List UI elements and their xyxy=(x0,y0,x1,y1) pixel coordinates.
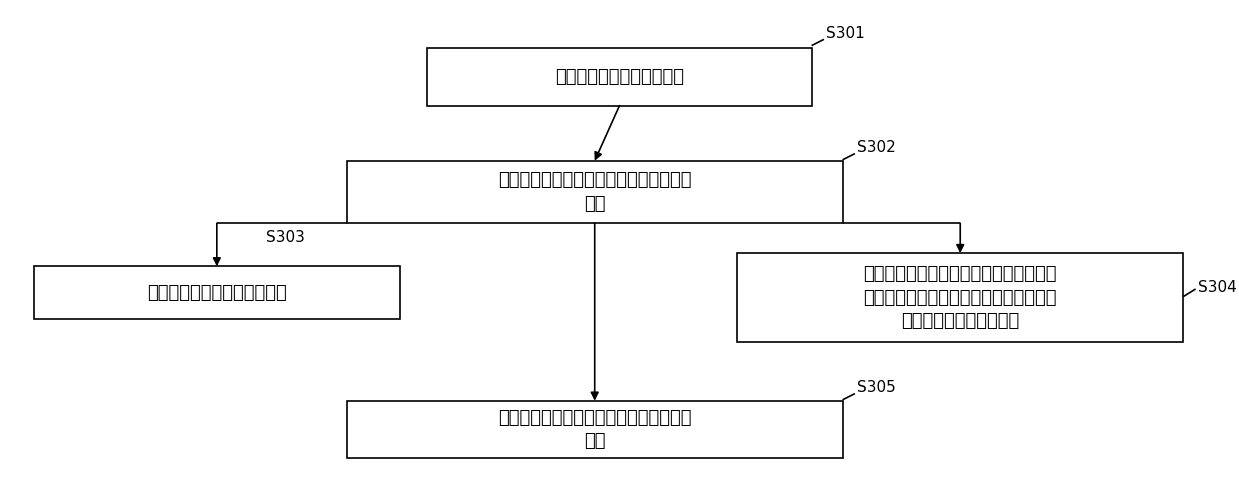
Bar xyxy=(737,253,1183,342)
Text: S301: S301 xyxy=(826,26,865,41)
Bar xyxy=(347,401,843,458)
Text: S302: S302 xyxy=(857,140,896,155)
Text: S304: S304 xyxy=(1198,280,1237,296)
Text: 当检测到集装箱被暴力开锁时，生成报警
信息: 当检测到集装箱被暴力开锁时，生成报警 信息 xyxy=(498,171,691,213)
Text: 根据报警信息生成控制信息，并根据控制
信息控制与集装箱符合预设关系的港口地
灯按照预设规则进行闪烁: 根据报警信息生成控制信息，并根据控制 信息控制与集装箱符合预设关系的港口地 灯按… xyxy=(864,265,1057,330)
Bar xyxy=(347,161,843,223)
Text: S305: S305 xyxy=(857,380,896,395)
Text: 根据报警信息生成声音信息，并播放声音
信息: 根据报警信息生成声音信息，并播放声音 信息 xyxy=(498,409,691,450)
Text: S303: S303 xyxy=(266,230,305,245)
Bar xyxy=(33,266,399,319)
Bar xyxy=(427,48,812,106)
Text: 将报警信息发送至远程控制端: 将报警信息发送至远程控制端 xyxy=(147,284,286,302)
Text: 检测集装箱是否被暴力开锁: 检测集装箱是否被暴力开锁 xyxy=(555,68,684,86)
